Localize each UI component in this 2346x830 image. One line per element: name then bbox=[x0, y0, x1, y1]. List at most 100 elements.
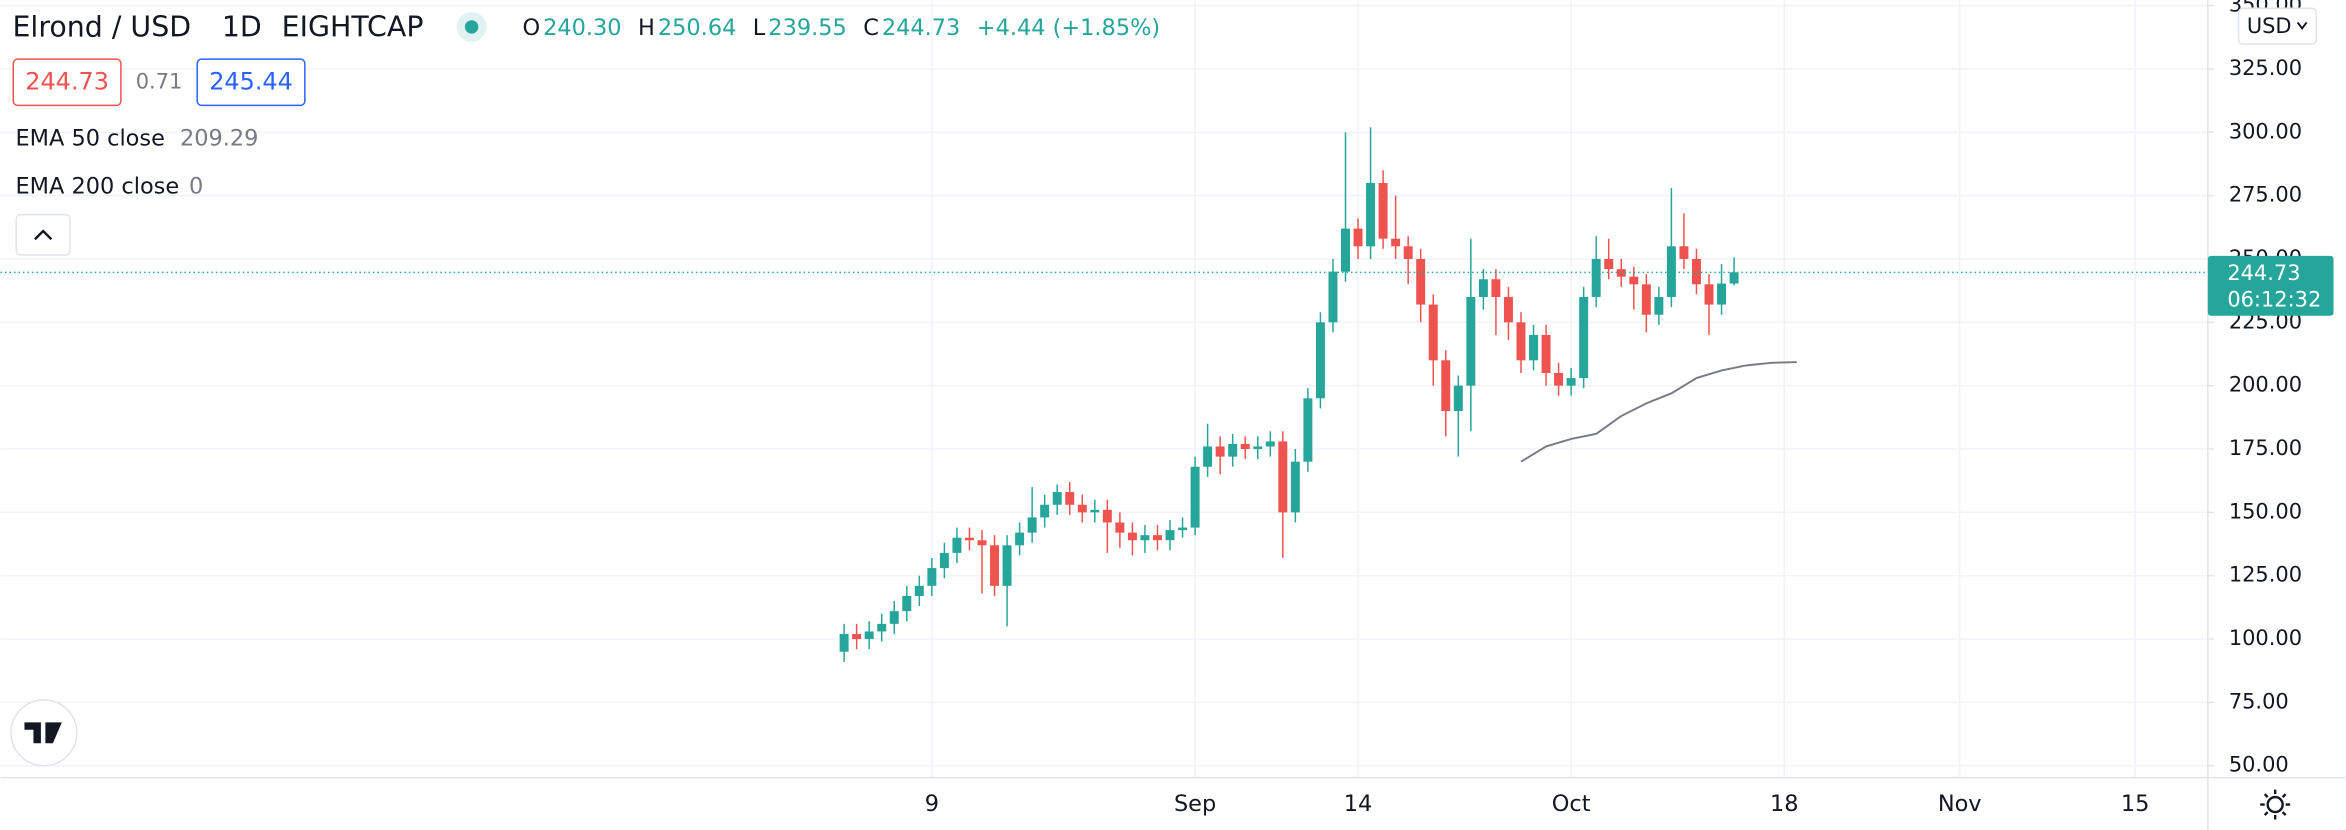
candle-body bbox=[1027, 517, 1037, 533]
x-tick-label: Oct bbox=[1552, 791, 1591, 817]
candle-body bbox=[1503, 296, 1513, 323]
plot bbox=[0, 127, 2208, 662]
candle-body bbox=[1165, 530, 1175, 541]
candle-body bbox=[1654, 296, 1664, 315]
interval: 1D bbox=[222, 10, 262, 43]
candle-body bbox=[1729, 272, 1739, 284]
x-tick-label: 14 bbox=[1344, 791, 1373, 817]
symbol: Elrond / USD bbox=[12, 10, 191, 43]
candle-body bbox=[1228, 443, 1238, 457]
currency-button[interactable] bbox=[2237, 7, 2318, 45]
ask-box[interactable] bbox=[196, 58, 306, 107]
candle-body bbox=[1679, 246, 1689, 259]
y-tick-label: 325.00 bbox=[2229, 56, 2302, 80]
candle-body bbox=[1591, 258, 1601, 297]
logo-mark bbox=[24, 722, 62, 744]
logo[interactable] bbox=[10, 699, 78, 767]
settings-icon[interactable] bbox=[2260, 789, 2291, 820]
candle-body bbox=[877, 623, 887, 632]
candle-body bbox=[1315, 322, 1325, 399]
candle-body bbox=[1566, 378, 1576, 386]
chevron-icon bbox=[34, 229, 53, 241]
candle-body bbox=[927, 568, 937, 586]
currency: USD bbox=[2247, 14, 2292, 38]
candle-body bbox=[1002, 545, 1012, 586]
candle-body bbox=[977, 540, 987, 546]
ask: 245.44 bbox=[209, 67, 293, 95]
candle-body bbox=[839, 633, 849, 652]
candle-body bbox=[1704, 284, 1714, 305]
candle-body bbox=[952, 537, 962, 553]
ohlc-key: O bbox=[522, 15, 540, 41]
candle-body bbox=[1629, 276, 1639, 285]
gear bbox=[2266, 795, 2284, 814]
bid-box[interactable] bbox=[12, 58, 122, 107]
candle-body bbox=[939, 552, 949, 569]
x-tick-label: Nov bbox=[1938, 791, 1982, 817]
candle-body bbox=[1102, 509, 1112, 523]
ohlc-value: 240.30 bbox=[543, 15, 621, 41]
candle-body bbox=[1478, 279, 1488, 297]
ohlc-value: 250.64 bbox=[658, 15, 736, 41]
indicator-name[interactable]: EMA 50 close bbox=[15, 126, 164, 152]
candle-body bbox=[1416, 258, 1426, 305]
candle-body bbox=[864, 631, 874, 640]
ohlc-key: L bbox=[753, 15, 766, 41]
indicator-name[interactable]: EMA 200 close bbox=[15, 173, 179, 199]
candle-body bbox=[1328, 271, 1338, 323]
ohlc-legend: O 240.30 H 250.64 L 239.55 C 244.73 +4.44 (+1.85… bbox=[522, 15, 1160, 41]
candle-body bbox=[1441, 360, 1451, 412]
y-tick-label: 50.00 bbox=[2229, 753, 2289, 777]
ohlc-key: C bbox=[863, 15, 879, 41]
y-tick-label: 75.00 bbox=[2229, 689, 2289, 713]
y-tick-label: 100.00 bbox=[2229, 626, 2302, 650]
collapse-button[interactable] bbox=[15, 213, 71, 256]
candle-body bbox=[1541, 334, 1551, 373]
candle-body bbox=[1366, 182, 1376, 247]
candle-body bbox=[1666, 246, 1676, 297]
candle-body bbox=[1065, 492, 1075, 505]
candle-body bbox=[914, 585, 924, 596]
candle-body bbox=[1152, 535, 1162, 541]
gear-teeth bbox=[2260, 789, 2291, 820]
candle-body bbox=[1115, 522, 1125, 533]
grid bbox=[0, 0, 2208, 778]
candle-body bbox=[1453, 385, 1463, 412]
candle-body bbox=[1253, 446, 1263, 450]
candle-body bbox=[1203, 446, 1213, 467]
candle-body bbox=[902, 595, 912, 612]
candle-body bbox=[889, 611, 899, 624]
y-tick-label: 125.00 bbox=[2229, 563, 2302, 587]
price-tag-price: 244.73 bbox=[2227, 261, 2300, 285]
candle-body bbox=[1190, 466, 1200, 528]
labels: 50.00 75.00 100.00 125.00 150.00 175.00 200.00… bbox=[925, 0, 2334, 817]
candle-body bbox=[964, 537, 974, 541]
candle-body bbox=[1090, 509, 1100, 513]
x-tick-label: 18 bbox=[1770, 791, 1799, 817]
ema-line bbox=[1520, 361, 1797, 463]
indicator-value: 209.29 bbox=[180, 126, 258, 152]
candle-body bbox=[1265, 441, 1275, 447]
y-tick-label: 150.00 bbox=[2229, 499, 2302, 523]
candle-body bbox=[1717, 283, 1727, 305]
candle-body bbox=[1178, 527, 1188, 531]
candle-body bbox=[1290, 461, 1300, 513]
x-tick-label: Sep bbox=[1174, 791, 1216, 817]
candle-body bbox=[1466, 296, 1476, 386]
candle-body bbox=[1140, 535, 1150, 541]
price-tag-countdown: 06:12:32 bbox=[2227, 288, 2321, 312]
candle-body bbox=[1240, 443, 1250, 450]
candle-body bbox=[990, 545, 1000, 586]
x-tick-label: 15 bbox=[2121, 791, 2150, 817]
spread: 0.71 bbox=[136, 69, 183, 93]
candle-body bbox=[1077, 504, 1087, 513]
candle-body bbox=[1491, 279, 1501, 297]
status-icon bbox=[464, 20, 479, 34]
candle-body bbox=[1127, 532, 1137, 541]
candle-body bbox=[1641, 284, 1651, 315]
candle-body bbox=[1428, 304, 1438, 361]
candle-body bbox=[1579, 296, 1589, 379]
y-tick-label: 300.00 bbox=[2229, 119, 2302, 143]
candle-body bbox=[1403, 246, 1413, 259]
